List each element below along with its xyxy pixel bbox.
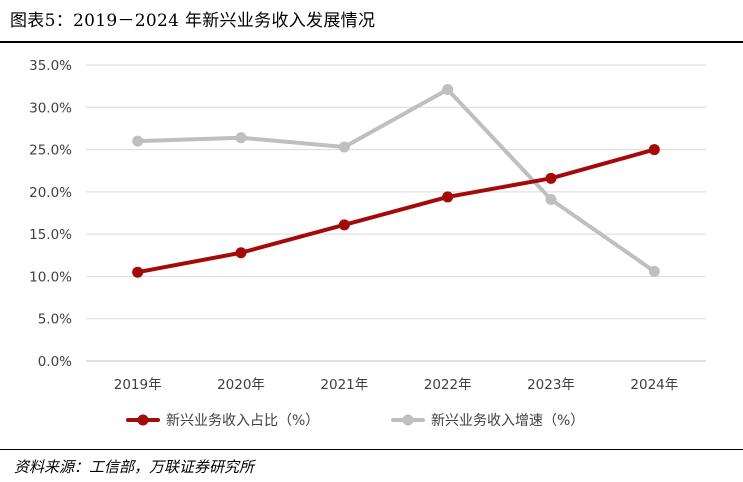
y-tick-label: 30.0%: [29, 100, 72, 116]
series-lines: [132, 84, 660, 278]
legend-label: 新兴业务收入占比（%）: [166, 413, 319, 429]
data-point: [442, 191, 454, 203]
legend-label: 新兴业务收入增速（%）: [431, 413, 584, 429]
data-point: [545, 193, 557, 205]
data-point: [648, 265, 660, 277]
x-tick-label: 2024年: [630, 377, 678, 393]
series-line-1: [135, 147, 657, 275]
y-tick-label: 25.0%: [29, 143, 72, 159]
title-rule: [0, 41, 743, 43]
data-point: [338, 141, 350, 153]
data-point: [132, 135, 144, 147]
line-chart: 35.0% 30.0% 25.0% 20.0% 15.0% 10.0% 5.0% 0.0% 2…: [29, 58, 706, 429]
grid-lines: [86, 64, 706, 362]
y-tick-label: 5.0%: [38, 312, 72, 328]
y-axis-ticks: 35.0% 30.0% 25.0% 20.0% 15.0% 10.0% 5.0% 0.0%: [29, 58, 72, 370]
source-note: 资料来源：工信部，万联证券研究所: [14, 458, 255, 476]
data-point: [235, 247, 247, 259]
legend: 新兴业务收入占比（%） 新兴业务收入增速（%）: [126, 413, 584, 429]
data-point: [442, 84, 454, 96]
x-tick-label: 2020年: [217, 377, 265, 393]
data-point: [545, 172, 557, 184]
x-tick-label: 2023年: [527, 377, 575, 393]
y-tick-label: 35.0%: [29, 58, 72, 74]
data-point: [132, 266, 144, 278]
y-tick-label: 0.0%: [38, 354, 72, 370]
series-line-2: [135, 87, 657, 274]
x-tick-label: 2019年: [114, 377, 162, 393]
y-tick-label: 10.0%: [29, 269, 72, 285]
figure-title: 图表5：2019－2024 年新兴业务收入发展情况: [10, 11, 376, 31]
legend-swatch-marker: [137, 414, 149, 426]
data-point: [648, 144, 660, 156]
y-tick-label: 20.0%: [29, 185, 72, 201]
x-axis-ticks: 2019年 2020年 2021年 2022年 2023年 2024年: [114, 377, 679, 393]
y-tick-label: 15.0%: [29, 227, 72, 243]
data-point: [338, 219, 350, 231]
data-point: [235, 132, 247, 144]
x-tick-label: 2022年: [424, 377, 472, 393]
x-tick-label: 2021年: [320, 377, 368, 393]
legend-swatch-marker: [402, 414, 414, 426]
source-rule: [0, 449, 743, 450]
